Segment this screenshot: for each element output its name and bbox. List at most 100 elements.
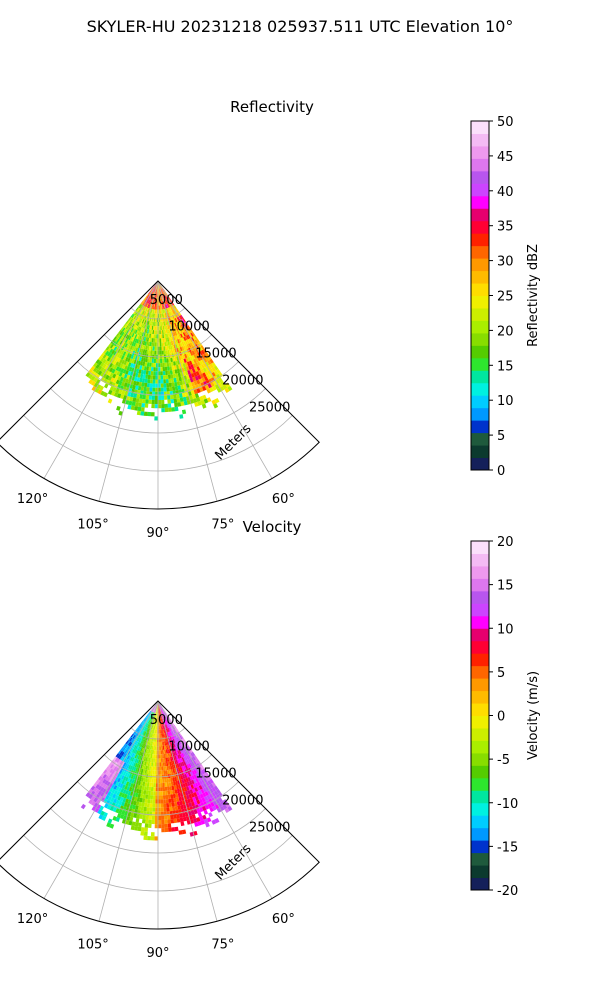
velocity-cell xyxy=(159,746,161,751)
velocity-cell xyxy=(165,799,169,804)
velocity-cell xyxy=(92,792,98,798)
velocity-cell xyxy=(193,769,198,775)
reflectivity-cell xyxy=(165,325,167,330)
velocity-cell xyxy=(105,794,110,800)
reflectivity-cell xyxy=(171,365,175,371)
reflectivity-cell xyxy=(100,357,105,363)
velocity-cell xyxy=(163,753,166,759)
reflectivity-cell xyxy=(189,342,194,347)
reflectivity-cell xyxy=(162,371,166,376)
velocity-panel-title: Velocity xyxy=(243,518,302,536)
reflectivity-cell xyxy=(142,319,146,324)
reflectivity-cell xyxy=(142,374,146,379)
reflectivity-cell xyxy=(107,347,112,352)
velocity-cell xyxy=(169,722,172,727)
reflectivity-cell xyxy=(133,324,137,330)
reflectivity-cell xyxy=(119,358,123,364)
reflectivity-cell xyxy=(91,386,97,392)
reflectivity-cell xyxy=(156,313,158,318)
reflectivity-cell xyxy=(200,364,205,369)
reflectivity-cell xyxy=(205,366,210,372)
velocity-cell xyxy=(148,790,151,796)
velocity-cell xyxy=(166,719,169,724)
velocity-cell xyxy=(152,729,155,734)
velocity-cell xyxy=(181,812,186,818)
reflectivity-cell xyxy=(176,343,180,348)
reflectivity-cell xyxy=(95,364,100,369)
reflectivity-cell xyxy=(144,297,147,302)
velocity-cell xyxy=(147,753,150,758)
range-tick-label: 25000 xyxy=(249,820,290,835)
reflectivity-cell xyxy=(149,333,151,338)
reflectivity-cell xyxy=(173,331,176,337)
reflectivity-cell xyxy=(142,323,146,329)
reflectivity-cell xyxy=(139,340,143,345)
colorbar-swatch xyxy=(471,777,489,791)
velocity-cell xyxy=(196,808,201,814)
reflectivity-cell xyxy=(183,341,187,346)
reflectivity-cell xyxy=(143,311,146,316)
reflectivity-cell xyxy=(198,365,203,370)
reflectivity-cell xyxy=(117,339,122,344)
velocity-cell xyxy=(135,805,139,810)
velocity-cell xyxy=(107,767,112,772)
velocity-cell xyxy=(156,762,158,767)
velocity-cell xyxy=(210,797,216,802)
velocity-cell xyxy=(180,739,184,744)
reflectivity-cell xyxy=(153,305,155,310)
velocity-cell xyxy=(146,786,149,791)
velocity-cell xyxy=(140,827,145,832)
velocity-cell xyxy=(179,744,183,750)
velocity-cell xyxy=(143,717,146,721)
reflectivity-cell xyxy=(158,305,160,310)
velocity-cell xyxy=(134,758,138,763)
velocity-cell xyxy=(209,788,214,794)
velocity-cell xyxy=(153,754,156,759)
reflectivity-cell xyxy=(155,293,157,298)
reflectivity-cell xyxy=(179,329,183,334)
velocity-cell xyxy=(175,793,179,798)
reflectivity-cell xyxy=(121,327,126,332)
velocity-cell xyxy=(146,727,149,732)
velocity-cell xyxy=(115,808,120,814)
velocity-cell xyxy=(141,730,144,735)
velocity-cell xyxy=(214,818,220,824)
velocity-cell xyxy=(159,717,161,722)
velocity-cell xyxy=(176,801,181,806)
reflectivity-cell xyxy=(167,329,170,334)
velocity-cell xyxy=(138,747,142,752)
reflectivity-cell xyxy=(150,287,154,291)
reflectivity-cell xyxy=(199,387,204,393)
velocity-cell xyxy=(129,737,133,742)
velocity-cell xyxy=(140,777,144,782)
reflectivity-cell xyxy=(185,353,190,358)
reflectivity-cell xyxy=(147,304,150,309)
reflectivity-cell xyxy=(145,358,148,363)
velocity-cell xyxy=(155,787,158,792)
reflectivity-cell xyxy=(158,358,161,364)
reflectivity-cell xyxy=(152,330,155,335)
reflectivity-cell xyxy=(193,398,198,403)
reflectivity-cell xyxy=(219,386,225,392)
velocity-cell xyxy=(124,758,129,764)
reflectivity-cell xyxy=(146,294,150,299)
reflectivity-cell xyxy=(150,371,154,376)
velocity-cell xyxy=(139,742,142,747)
velocity-cell xyxy=(168,748,171,754)
reflectivity-cell xyxy=(158,387,161,392)
velocity-cell xyxy=(137,728,141,732)
reflectivity-cell xyxy=(152,334,154,339)
colorbar-swatch xyxy=(471,541,489,554)
velocity-cell xyxy=(97,809,103,815)
reflectivity-cell xyxy=(121,364,126,370)
reflectivity-cell xyxy=(149,321,152,326)
reflectivity-cell xyxy=(152,379,156,384)
velocity-cell xyxy=(200,788,205,794)
reflectivity-cell xyxy=(137,317,141,322)
velocity-cell xyxy=(178,740,182,745)
velocity-cell xyxy=(162,733,164,738)
reflectivity-cell xyxy=(143,306,147,311)
velocity-cell xyxy=(157,713,158,718)
velocity-cell xyxy=(160,746,162,751)
reflectivity-cell xyxy=(164,291,167,295)
